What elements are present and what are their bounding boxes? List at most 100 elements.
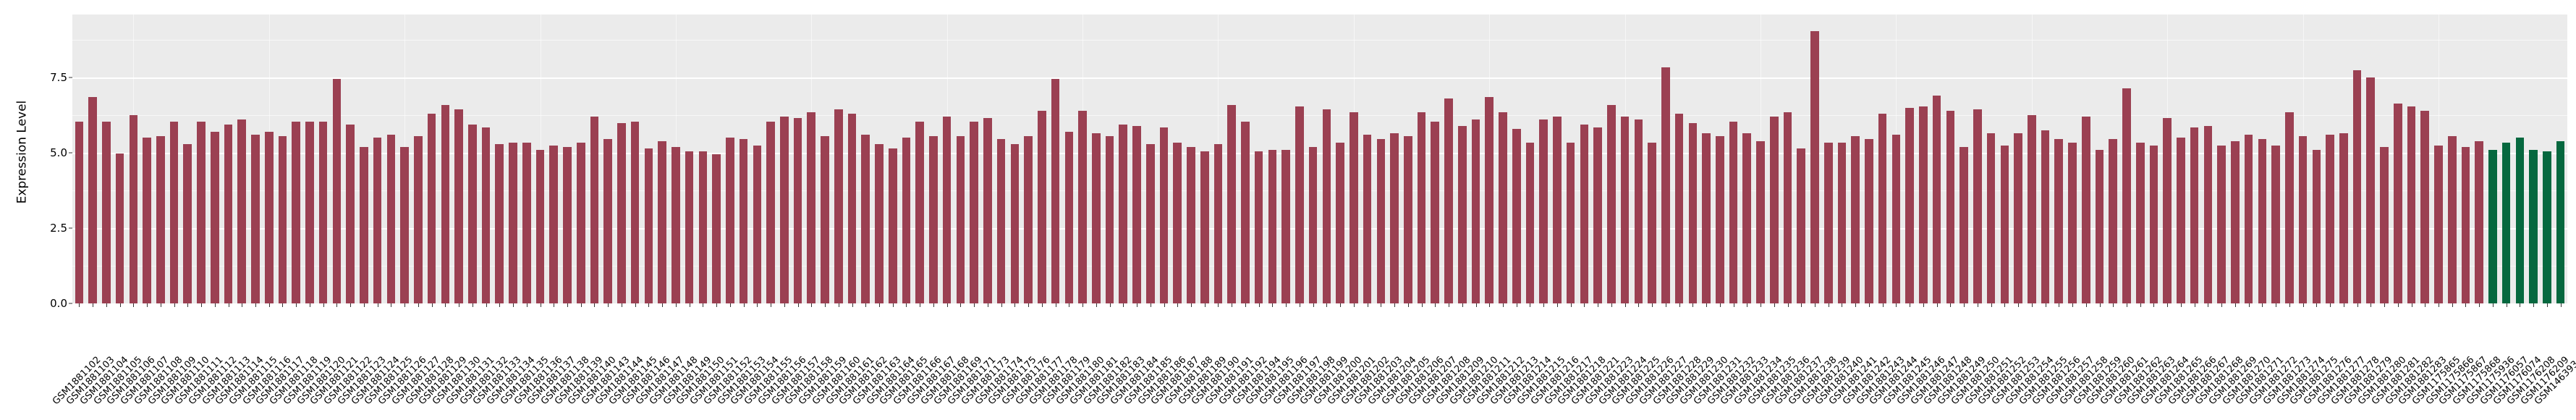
bar[interactable] <box>305 121 314 303</box>
bar[interactable] <box>739 139 748 303</box>
bar[interactable] <box>1431 121 1440 303</box>
bar[interactable] <box>535 150 545 303</box>
bar[interactable] <box>1674 114 1684 303</box>
bar[interactable] <box>1363 135 1372 303</box>
bar[interactable] <box>156 136 165 303</box>
bar[interactable] <box>1119 124 1128 303</box>
bar[interactable] <box>1946 111 1955 303</box>
bar[interactable] <box>576 142 585 303</box>
bar[interactable] <box>454 109 463 303</box>
bar[interactable] <box>2312 150 2321 303</box>
bar[interactable] <box>2258 139 2267 303</box>
bar[interactable] <box>2054 139 2064 303</box>
bar[interactable] <box>237 119 247 303</box>
bar[interactable] <box>1403 136 1412 303</box>
bar[interactable] <box>1837 142 1847 303</box>
bar[interactable] <box>1499 112 1507 303</box>
bar[interactable] <box>753 145 762 303</box>
bar[interactable] <box>590 117 599 303</box>
bar[interactable] <box>1295 106 1304 303</box>
bar[interactable] <box>1322 109 1331 303</box>
bar[interactable] <box>1173 142 1182 303</box>
bar[interactable] <box>1200 151 1209 303</box>
bar[interactable] <box>2326 135 2334 303</box>
bar[interactable] <box>1715 136 1724 303</box>
bar[interactable] <box>1959 146 1968 303</box>
bar[interactable] <box>875 143 884 303</box>
bar[interactable] <box>1064 132 1074 303</box>
bar[interactable] <box>1702 133 1711 303</box>
bar[interactable] <box>1607 104 1616 303</box>
bar[interactable] <box>2285 112 2294 303</box>
bar[interactable] <box>1078 111 1087 303</box>
bar[interactable] <box>441 104 450 303</box>
bar[interactable] <box>1783 112 1792 303</box>
bar[interactable] <box>970 121 978 303</box>
bar[interactable] <box>1580 124 1589 303</box>
bar[interactable] <box>549 145 559 303</box>
bar[interactable] <box>346 124 355 303</box>
bar[interactable] <box>644 148 653 303</box>
bar[interactable] <box>1213 143 1223 303</box>
bar[interactable] <box>617 122 626 303</box>
bar[interactable] <box>2366 77 2376 303</box>
bar[interactable] <box>2190 127 2199 303</box>
bar[interactable] <box>1648 142 1656 303</box>
bar[interactable] <box>1444 98 1453 303</box>
bar[interactable] <box>603 139 612 303</box>
bar[interactable] <box>847 114 857 303</box>
bar[interactable] <box>2203 125 2213 303</box>
bar[interactable] <box>332 79 342 303</box>
bar[interactable] <box>481 127 491 303</box>
bar[interactable] <box>224 124 233 303</box>
bar[interactable] <box>685 151 694 303</box>
bar[interactable] <box>2380 146 2389 303</box>
bar[interactable] <box>983 118 992 303</box>
bar[interactable] <box>251 135 260 303</box>
bar[interactable] <box>88 97 97 303</box>
bar[interactable] <box>1756 140 1765 303</box>
bar[interactable] <box>1417 112 1426 303</box>
bar[interactable] <box>793 118 802 303</box>
bar[interactable] <box>1350 112 1358 303</box>
bar[interactable] <box>1471 119 1480 303</box>
bar[interactable] <box>2298 136 2308 303</box>
bar[interactable] <box>2475 140 2483 303</box>
bar[interactable] <box>75 121 84 303</box>
bar[interactable] <box>1865 139 1873 303</box>
bar[interactable] <box>1376 139 1386 303</box>
bar[interactable] <box>1308 146 1318 303</box>
bar[interactable] <box>278 136 287 303</box>
bar[interactable] <box>292 121 300 303</box>
bar[interactable] <box>414 136 423 303</box>
bar[interactable] <box>2041 130 2050 303</box>
bar[interactable] <box>2339 133 2348 303</box>
bar[interactable] <box>2461 146 2470 303</box>
bar[interactable] <box>671 146 680 303</box>
bar[interactable] <box>129 115 138 303</box>
bar[interactable] <box>1539 119 1548 303</box>
bar[interactable] <box>2543 151 2551 303</box>
bar[interactable] <box>1851 136 1860 303</box>
bar[interactable] <box>2556 140 2565 303</box>
bar[interactable] <box>373 138 382 303</box>
bar[interactable] <box>1227 104 1236 303</box>
bar[interactable] <box>902 138 911 303</box>
bar[interactable] <box>834 109 843 303</box>
bar[interactable] <box>1254 151 1263 303</box>
bar[interactable] <box>2000 145 2009 303</box>
bar[interactable] <box>2081 117 2090 303</box>
bar[interactable] <box>2420 111 2430 303</box>
bar[interactable] <box>1038 111 1046 303</box>
bar[interactable] <box>197 121 206 303</box>
bar[interactable] <box>821 136 829 303</box>
bar[interactable] <box>1919 106 1928 303</box>
bar[interactable] <box>1634 119 1643 303</box>
bar[interactable] <box>400 146 409 303</box>
bar[interactable] <box>2393 103 2402 303</box>
bar[interactable] <box>956 136 965 303</box>
bar[interactable] <box>915 121 924 303</box>
bar[interactable] <box>712 154 721 303</box>
bar[interactable] <box>1525 142 1535 303</box>
bar[interactable] <box>2407 106 2416 303</box>
